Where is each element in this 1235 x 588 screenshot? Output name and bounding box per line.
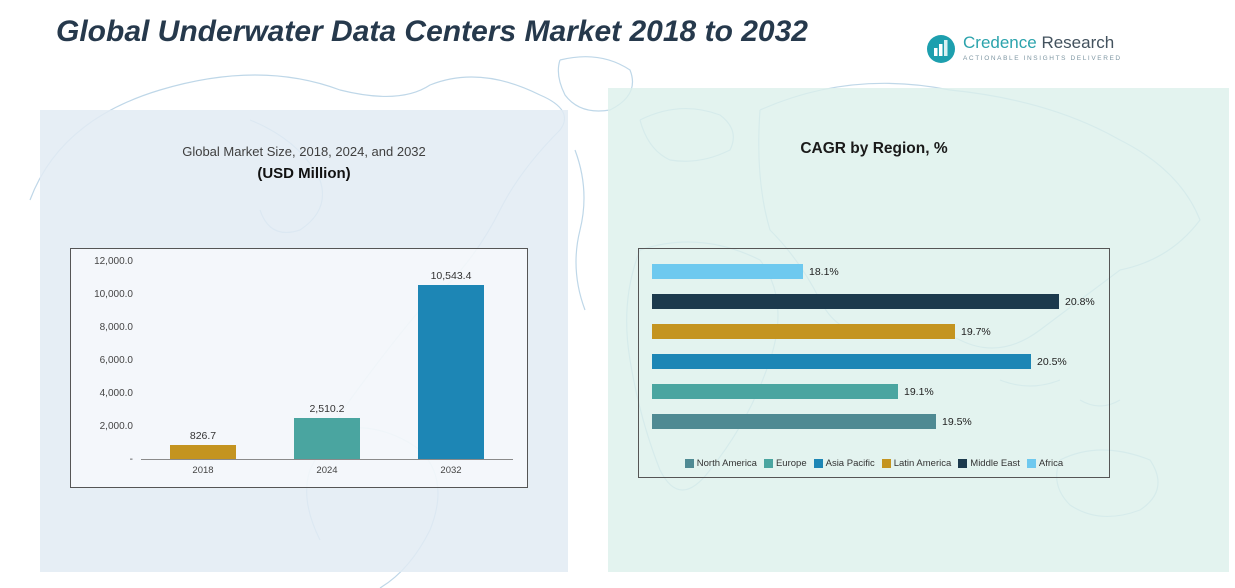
x-axis-categories: 2018 2024 2032 [141, 465, 513, 476]
market-size-title: Global Market Size, 2018, 2024, and 2032 [182, 144, 426, 159]
cagr-chart: 18.1% 20.8% 19.7% 20.5% 19.1% 19.5% North Ame… [638, 248, 1110, 478]
legend-swatch [1026, 459, 1036, 468]
logo-tagline: Actionable Insights Delivered [963, 54, 1122, 62]
logo-name-secondary: Research [1041, 33, 1115, 52]
y-tick-label: - [129, 454, 133, 465]
legend-swatch [684, 459, 694, 468]
credence-research-logo: Credence Research Actionable Insights De… [926, 33, 1122, 69]
plot-area: 826.7 2,510.2 10,543.4 [141, 261, 513, 460]
cagr-bar-row: 19.7% [652, 324, 1101, 339]
legend-swatch [881, 459, 891, 468]
cagr-bars: 18.1% 20.8% 19.7% 20.5% 19.1% 19.5% [652, 264, 1101, 429]
legend-item: Europe [763, 458, 807, 469]
cagr-value-label: 20.5% [1037, 355, 1067, 368]
cagr-bar-row: 20.8% [652, 294, 1101, 309]
y-tick-label: 4,000.0 [99, 388, 133, 399]
cagr-bar [652, 414, 936, 429]
market-size-panel: Global Market Size, 2018, 2024, and 2032… [40, 110, 568, 572]
y-tick-label: 6,000.0 [99, 355, 133, 366]
market-size-subtitle: (USD Million) [257, 165, 351, 182]
cagr-value-label: 19.7% [961, 325, 991, 338]
bar-value-label: 10,543.4 [430, 270, 472, 282]
logo-text: Credence Research Actionable Insights De… [963, 33, 1122, 62]
legend-label: North America [696, 458, 757, 469]
legend-swatch [813, 459, 823, 468]
legend-label: Latin America [893, 458, 952, 469]
cagr-value-label: 19.5% [942, 415, 972, 428]
bar [418, 285, 484, 459]
legend-label: Middle East [970, 458, 1020, 469]
bar [294, 418, 360, 459]
legend-item: Latin America [881, 458, 952, 469]
cagr-bar-row: 19.5% [652, 414, 1101, 429]
y-tick-label: 12,000.0 [94, 256, 133, 267]
logo-name-primary: Credence [963, 33, 1037, 52]
x-category-label: 2024 [316, 465, 338, 476]
legend: North America Europe Asia Pacific Latin Ame… [639, 458, 1109, 469]
legend-swatch [958, 459, 968, 468]
bar-value-label: 2,510.2 [309, 403, 345, 415]
cagr-bar [652, 384, 898, 399]
cagr-bar-row: 18.1% [652, 264, 1101, 279]
cagr-bar [652, 264, 803, 279]
cagr-value-label: 20.8% [1065, 295, 1095, 308]
legend-item: Middle East [958, 458, 1020, 469]
legend-label: Asia Pacific [825, 458, 875, 469]
page-title: Global Underwater Data Centers Market 20… [56, 15, 808, 48]
logo-name: Credence Research [963, 33, 1122, 53]
legend-swatch [763, 459, 773, 468]
cagr-value-label: 18.1% [809, 265, 839, 278]
x-category-label: 2032 [440, 465, 462, 476]
y-tick-label: 8,000.0 [99, 322, 133, 333]
legend-item: North America [684, 458, 757, 469]
legend-item: Asia Pacific [813, 458, 875, 469]
bar-column: 10,543.4 [418, 270, 484, 459]
y-tick-label: 2,000.0 [99, 421, 133, 432]
cagr-title: CAGR by Region, % [800, 140, 948, 157]
cagr-bar [652, 324, 955, 339]
cagr-bar [652, 294, 1059, 309]
legend-label: Europe [775, 458, 807, 469]
market-size-chart: 12,000.0 10,000.0 8,000.0 6,000.0 4,000.0 2,0… [70, 248, 528, 488]
cagr-panel: CAGR by Region, % 18.1% 20.8% 19.7% 20.5% 19… [608, 88, 1229, 572]
x-category-label: 2018 [192, 465, 214, 476]
bar-value-label: 826.7 [189, 430, 217, 442]
cagr-bar-row: 19.1% [652, 384, 1101, 399]
legend-label: Africa [1038, 458, 1064, 469]
bar [170, 445, 236, 459]
y-axis: 12,000.0 10,000.0 8,000.0 6,000.0 4,000.0 2,0… [75, 256, 133, 465]
bar-column: 826.7 [170, 430, 236, 459]
bar-column: 2,510.2 [294, 403, 360, 459]
cagr-bar [652, 354, 1031, 369]
cagr-bar-row: 20.5% [652, 354, 1101, 369]
y-tick-label: 10,000.0 [94, 289, 133, 300]
legend-item: Africa [1026, 458, 1064, 469]
cagr-value-label: 19.1% [904, 385, 934, 398]
logo-chart-icon [926, 34, 956, 69]
